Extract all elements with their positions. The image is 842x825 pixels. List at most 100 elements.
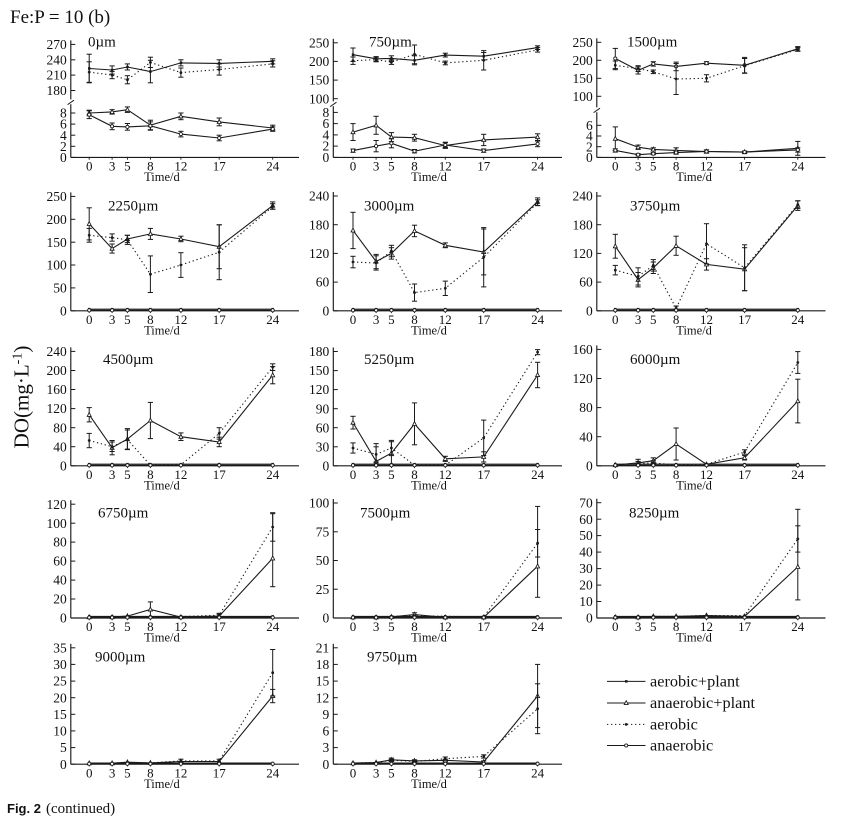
svg-text:3: 3	[373, 159, 380, 174]
svg-text:200: 200	[573, 53, 594, 68]
svg-text:3: 3	[109, 159, 116, 174]
svg-text:0: 0	[586, 303, 593, 318]
svg-text:8250µm: 8250µm	[629, 506, 680, 522]
svg-text:150: 150	[309, 363, 330, 378]
svg-text:8: 8	[411, 467, 418, 482]
svg-text:40: 40	[579, 429, 593, 444]
svg-text:0: 0	[323, 757, 330, 772]
svg-text:25: 25	[316, 582, 330, 597]
svg-text:Time/d: Time/d	[676, 478, 712, 492]
svg-text:8: 8	[411, 765, 418, 780]
svg-text:60: 60	[316, 275, 330, 290]
svg-text:0µm: 0µm	[88, 35, 116, 51]
svg-text:24: 24	[531, 619, 545, 634]
svg-text:0: 0	[86, 619, 93, 634]
svg-text:5: 5	[650, 159, 657, 174]
svg-text:17: 17	[738, 159, 752, 174]
svg-text:4: 4	[586, 129, 593, 144]
svg-text:17: 17	[213, 765, 227, 780]
svg-text:2: 2	[586, 139, 593, 154]
svg-text:24: 24	[791, 619, 805, 634]
svg-text:8: 8	[411, 312, 418, 327]
svg-text:180: 180	[573, 217, 594, 232]
svg-text:100: 100	[47, 258, 68, 273]
svg-text:24: 24	[531, 765, 545, 780]
svg-text:0: 0	[86, 765, 93, 780]
svg-text:0: 0	[612, 619, 619, 634]
svg-text:4500µm: 4500µm	[103, 352, 154, 368]
svg-text:20: 20	[579, 578, 593, 593]
svg-text:12: 12	[174, 312, 187, 327]
svg-text:70: 70	[579, 495, 593, 510]
svg-text:8: 8	[147, 619, 154, 634]
svg-text:24: 24	[791, 467, 805, 482]
svg-text:0: 0	[350, 619, 357, 634]
svg-text:Time/d: Time/d	[411, 631, 447, 645]
svg-text:240: 240	[309, 189, 330, 204]
svg-text:200: 200	[47, 363, 68, 378]
svg-text:8: 8	[147, 312, 154, 327]
svg-text:17: 17	[738, 312, 752, 327]
svg-text:200: 200	[309, 54, 330, 69]
svg-text:100: 100	[309, 496, 330, 511]
svg-text:4: 4	[323, 128, 330, 143]
svg-text:0: 0	[612, 159, 619, 174]
svg-text:240: 240	[47, 52, 68, 67]
svg-text:30: 30	[316, 439, 330, 454]
svg-text:0: 0	[586, 458, 593, 473]
svg-text:30: 30	[53, 657, 67, 672]
svg-text:200: 200	[47, 212, 68, 227]
svg-text:12: 12	[174, 467, 187, 482]
svg-text:3: 3	[373, 467, 380, 482]
svg-text:0: 0	[86, 159, 93, 174]
svg-text:0: 0	[86, 312, 93, 327]
svg-text:0: 0	[60, 150, 67, 165]
svg-text:17: 17	[213, 619, 227, 634]
svg-text:18: 18	[316, 657, 330, 672]
svg-text:35: 35	[53, 640, 67, 655]
svg-text:3: 3	[109, 619, 116, 634]
svg-text:5: 5	[124, 765, 131, 780]
svg-text:17: 17	[477, 467, 491, 482]
svg-text:3: 3	[323, 740, 330, 755]
svg-text:120: 120	[309, 246, 330, 261]
svg-text:5: 5	[650, 467, 657, 482]
svg-text:15: 15	[53, 707, 67, 722]
svg-text:17: 17	[477, 312, 491, 327]
svg-text:aerobic+plant: aerobic+plant	[650, 672, 740, 691]
svg-text:24: 24	[531, 467, 545, 482]
svg-text:75: 75	[316, 524, 330, 539]
svg-text:3: 3	[373, 312, 380, 327]
svg-text:24: 24	[266, 765, 280, 780]
svg-text:12: 12	[439, 159, 452, 174]
svg-text:80: 80	[53, 535, 67, 550]
svg-text:120: 120	[47, 497, 68, 512]
svg-text:24: 24	[531, 312, 545, 327]
svg-text:10: 10	[579, 594, 593, 609]
svg-text:5: 5	[650, 312, 657, 327]
svg-text:3750µm: 3750µm	[630, 199, 681, 215]
svg-text:Time/d: Time/d	[411, 323, 447, 337]
svg-text:0: 0	[586, 150, 593, 165]
svg-text:2250µm: 2250µm	[108, 199, 159, 215]
svg-text:(continued): (continued)	[46, 801, 115, 817]
svg-text:24: 24	[266, 619, 280, 634]
svg-text:12: 12	[316, 690, 330, 705]
svg-text:7500µm: 7500µm	[360, 506, 411, 522]
svg-text:17: 17	[738, 467, 752, 482]
svg-text:0: 0	[86, 467, 93, 482]
svg-text:6000µm: 6000µm	[630, 352, 681, 368]
svg-text:12: 12	[439, 467, 452, 482]
svg-text:120: 120	[573, 246, 594, 261]
svg-text:3: 3	[635, 467, 642, 482]
svg-text:17: 17	[213, 312, 227, 327]
svg-text:Time/d: Time/d	[144, 323, 180, 337]
svg-text:3000µm: 3000µm	[364, 199, 415, 215]
svg-text:0: 0	[60, 303, 67, 318]
svg-text:60: 60	[579, 512, 593, 527]
svg-text:30: 30	[579, 561, 593, 576]
svg-text:Time/d: Time/d	[676, 323, 712, 337]
svg-text:Time/d: Time/d	[411, 170, 447, 184]
svg-text:17: 17	[477, 765, 491, 780]
svg-text:40: 40	[579, 545, 593, 560]
